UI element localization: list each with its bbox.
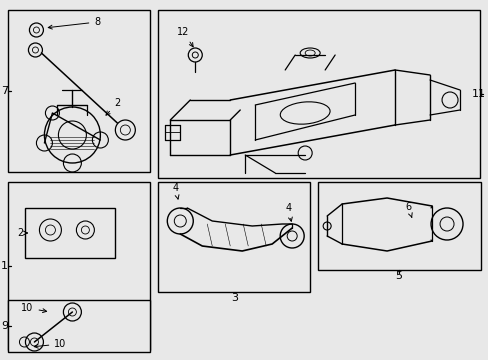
- Bar: [8, 182, 150, 350]
- Text: 4: 4: [285, 203, 292, 221]
- Bar: [318, 182, 480, 270]
- Bar: [158, 182, 309, 292]
- Text: 11: 11: [471, 89, 485, 99]
- Bar: [158, 10, 479, 178]
- Bar: [8, 300, 150, 352]
- Text: 12: 12: [177, 27, 193, 47]
- Text: 3: 3: [230, 293, 237, 303]
- Bar: [8, 10, 150, 172]
- Text: 10: 10: [34, 339, 66, 349]
- Text: 7: 7: [1, 86, 8, 96]
- Text: 6: 6: [404, 202, 411, 217]
- Text: 4: 4: [172, 183, 179, 199]
- Text: 5: 5: [395, 271, 402, 281]
- Bar: [25, 208, 115, 258]
- Text: 8: 8: [48, 17, 100, 29]
- Text: 10: 10: [21, 303, 46, 313]
- Text: 9: 9: [1, 321, 8, 331]
- Text: 1: 1: [1, 261, 8, 271]
- Text: 2: 2: [17, 228, 27, 238]
- Text: 2: 2: [106, 98, 120, 115]
